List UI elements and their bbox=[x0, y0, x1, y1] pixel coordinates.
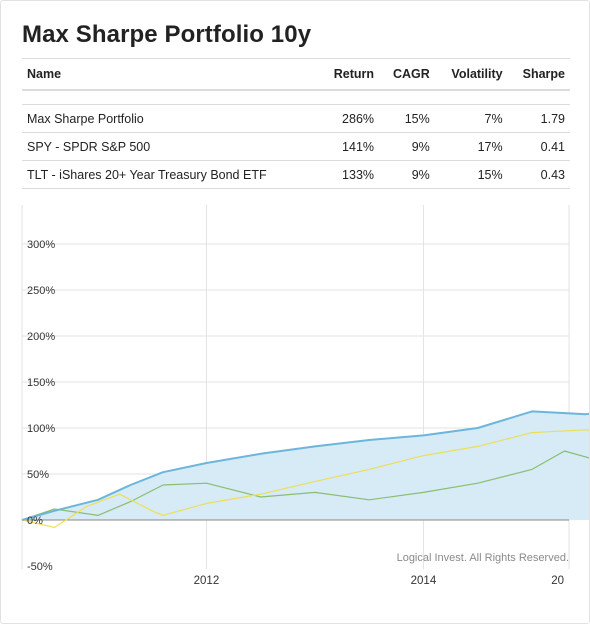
header-cagr: CAGR bbox=[379, 58, 435, 91]
y-tick-label: 200% bbox=[27, 331, 55, 343]
row-cagr: 15% bbox=[379, 104, 435, 133]
performance-chart: 300% 250% 200% 150% 100% 50% 0% -50% 2012 2014 20… bbox=[21, 205, 589, 587]
x-tick-label: 2012 bbox=[194, 575, 220, 587]
row-name: Max Sharpe Portfolio bbox=[22, 104, 320, 133]
row-cagr: 9% bbox=[379, 132, 435, 161]
header-sharpe: Sharpe bbox=[507, 58, 570, 91]
stats-table: Name Return CAGR Volatility Sharpe Max S… bbox=[22, 58, 570, 189]
x-tick-label: 20 bbox=[551, 575, 564, 587]
x-axis-labels: 201220142016201820 bbox=[194, 575, 564, 587]
row-return: 133% bbox=[319, 160, 380, 189]
portfolio-line bbox=[21, 410, 589, 521]
y-tick-label: 250% bbox=[27, 285, 55, 297]
y-tick-label: 100% bbox=[27, 423, 55, 435]
row-volatility: 7% bbox=[434, 104, 508, 133]
tlt-line bbox=[21, 450, 589, 521]
spy-line bbox=[21, 429, 589, 528]
y-axis-labels: 300% 250% 200% 150% 100% 50% 0% -50% bbox=[27, 239, 55, 573]
y-tick-label: -50% bbox=[27, 561, 53, 573]
copyright-text: Logical Invest. All Rights Reserved. bbox=[397, 552, 569, 564]
chart-series bbox=[21, 410, 589, 528]
row-sharpe: 0.41 bbox=[507, 132, 570, 161]
row-volatility: 17% bbox=[434, 132, 508, 161]
row-return: 141% bbox=[319, 132, 380, 161]
table-row: Max Sharpe Portfolio 286% 15% 7% 1.79 bbox=[22, 104, 570, 133]
chart-title: Max Sharpe Portfolio 10y bbox=[22, 21, 312, 48]
header-name: Name bbox=[22, 58, 320, 91]
row-cagr: 9% bbox=[379, 160, 435, 189]
row-sharpe: 0.43 bbox=[507, 160, 570, 189]
y-tick-label: 150% bbox=[27, 377, 55, 389]
y-tick-label: 300% bbox=[27, 239, 55, 251]
row-volatility: 15% bbox=[434, 160, 508, 189]
row-name: SPY - SPDR S&P 500 bbox=[22, 132, 320, 161]
row-sharpe: 1.79 bbox=[507, 104, 570, 133]
table-header-row: Name Return CAGR Volatility Sharpe bbox=[22, 58, 570, 91]
portfolio-area bbox=[22, 411, 589, 520]
header-volatility: Volatility bbox=[434, 58, 508, 91]
row-name: TLT - iShares 20+ Year Treasury Bond ETF bbox=[22, 160, 320, 189]
y-tick-label: 0% bbox=[27, 515, 43, 527]
table-row: TLT - iShares 20+ Year Treasury Bond ETF… bbox=[22, 160, 570, 189]
x-tick-label: 2014 bbox=[411, 575, 437, 587]
y-tick-label: 50% bbox=[27, 469, 49, 481]
header-return: Return bbox=[319, 58, 380, 91]
table-row: SPY - SPDR S&P 500 141% 9% 17% 0.41 bbox=[22, 132, 570, 161]
row-return: 286% bbox=[319, 104, 380, 133]
